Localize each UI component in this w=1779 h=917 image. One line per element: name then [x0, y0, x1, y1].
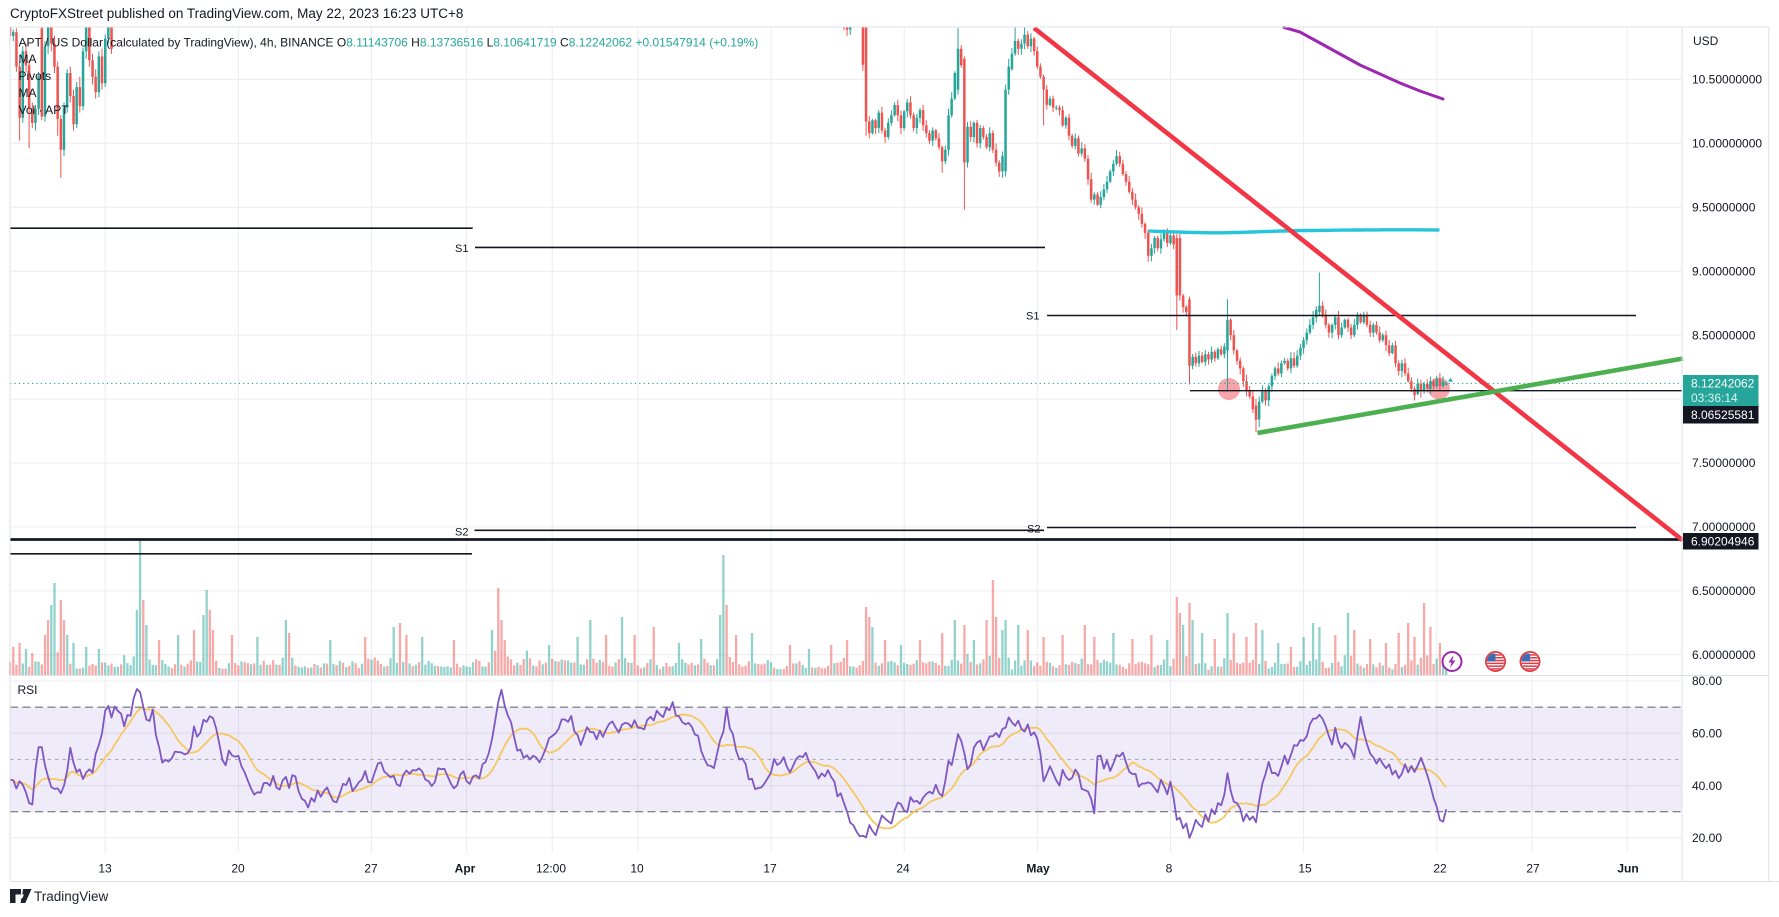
svg-text:CryptoFXStreet published on Tr: CryptoFXStreet published on TradingView.… [10, 6, 463, 21]
svg-text:May: May [1026, 862, 1050, 876]
svg-text:8.12242062: 8.12242062 [1691, 377, 1755, 391]
svg-text:20.00: 20.00 [1692, 831, 1722, 845]
svg-text:15: 15 [1298, 862, 1312, 876]
svg-text:6.90204946: 6.90204946 [1691, 535, 1755, 549]
svg-text:8.50000000: 8.50000000 [1692, 328, 1756, 342]
svg-text:10.50000000: 10.50000000 [1692, 73, 1762, 87]
svg-text:9.50000000: 9.50000000 [1692, 201, 1756, 215]
svg-text:MA: MA [19, 52, 37, 66]
svg-text:03:36:14: 03:36:14 [1691, 391, 1738, 405]
svg-text:Jun: Jun [1617, 862, 1638, 876]
svg-text:TradingView: TradingView [34, 889, 109, 904]
svg-text:10.00000000: 10.00000000 [1692, 137, 1762, 151]
svg-text:20: 20 [231, 862, 245, 876]
svg-text:40.00: 40.00 [1692, 779, 1722, 793]
svg-text:S1: S1 [455, 243, 468, 255]
svg-text:Apr: Apr [455, 862, 476, 876]
svg-text:22: 22 [1433, 862, 1447, 876]
svg-text:Vol · APT: Vol · APT [19, 103, 70, 117]
svg-text:8.06525581: 8.06525581 [1691, 408, 1755, 422]
svg-text:7.00000000: 7.00000000 [1692, 520, 1756, 534]
svg-text:MA: MA [19, 86, 37, 100]
svg-text:S2: S2 [455, 527, 468, 539]
svg-text:80.00: 80.00 [1692, 674, 1722, 688]
svg-text:APT / US Dollar (calculated by: APT / US Dollar (calculated by TradingVi… [19, 36, 759, 50]
svg-text:10: 10 [630, 862, 644, 876]
svg-text:60.00: 60.00 [1692, 727, 1722, 741]
svg-text:27: 27 [1526, 862, 1540, 876]
svg-text:6.00000000: 6.00000000 [1692, 648, 1756, 662]
svg-text:27: 27 [364, 862, 378, 876]
svg-text:S2: S2 [1027, 524, 1040, 536]
svg-text:USD: USD [1693, 34, 1719, 48]
svg-text:8: 8 [1166, 862, 1173, 876]
svg-text:RSI: RSI [18, 683, 38, 697]
svg-text:17: 17 [763, 862, 777, 876]
svg-text:7.50000000: 7.50000000 [1692, 456, 1756, 470]
svg-text:12:00: 12:00 [536, 862, 566, 876]
svg-text:9.00000000: 9.00000000 [1692, 264, 1756, 278]
svg-text:13: 13 [98, 862, 112, 876]
svg-text:6.50000000: 6.50000000 [1692, 584, 1756, 598]
svg-text:Pivots: Pivots [19, 69, 52, 83]
svg-text:24: 24 [896, 862, 910, 876]
svg-text:S1: S1 [1026, 311, 1039, 323]
